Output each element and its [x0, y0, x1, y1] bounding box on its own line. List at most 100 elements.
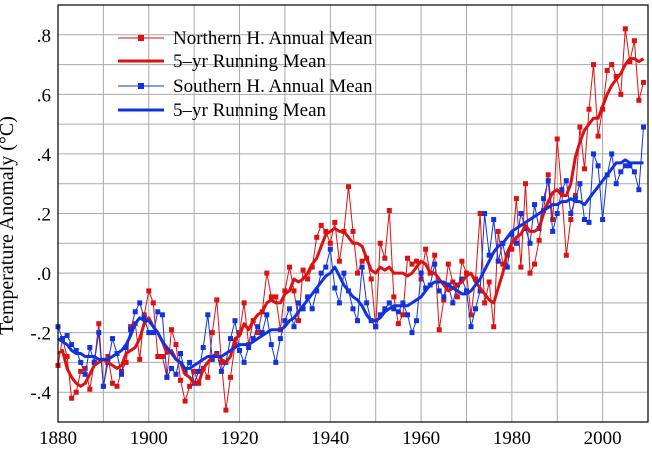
data-point: [178, 377, 183, 383]
data-point: [228, 336, 233, 342]
data-point: [305, 294, 311, 300]
data-point: [618, 91, 624, 97]
data-point: [464, 288, 469, 294]
y-tick-label: -.2: [30, 324, 51, 345]
data-point: [237, 348, 242, 353]
x-tick-label: 1900: [130, 428, 168, 445]
data-point: [568, 211, 574, 216]
data-point: [468, 324, 474, 330]
data-point: [550, 217, 556, 222]
data-point: [182, 398, 188, 404]
data-point: [509, 246, 515, 252]
data-point: [405, 312, 410, 318]
data-point: [582, 217, 587, 222]
data-point: [82, 365, 88, 371]
data-point: [464, 270, 469, 276]
legend-marker: [138, 35, 144, 41]
data-point: [282, 288, 288, 294]
data-point: [495, 228, 501, 234]
data-point: [300, 306, 306, 312]
data-point: [482, 300, 488, 306]
data-point: [218, 359, 224, 365]
data-point: [563, 178, 569, 184]
data-point: [441, 297, 447, 303]
data-point: [604, 68, 610, 73]
data-point: [391, 294, 397, 300]
data-point: [173, 371, 179, 377]
data-point: [568, 217, 574, 222]
data-point: [141, 312, 147, 318]
data-point: [169, 327, 174, 333]
data-point: [123, 345, 129, 350]
data-point: [141, 315, 147, 321]
data-point: [318, 222, 324, 228]
data-point: [536, 237, 542, 243]
legend-marker: [138, 83, 144, 89]
data-point: [563, 252, 569, 258]
data-point: [609, 62, 615, 68]
data-point: [613, 74, 619, 79]
data-point: [595, 163, 601, 169]
data-point: [423, 285, 429, 291]
data-point: [577, 181, 583, 187]
data-point: [436, 288, 442, 294]
data-point: [87, 386, 93, 392]
data-point: [377, 312, 383, 318]
data-point: [332, 285, 338, 291]
data-point: [200, 345, 206, 350]
data-point: [264, 270, 270, 276]
data-point: [618, 169, 624, 175]
data-point: [450, 300, 456, 306]
data-point: [441, 294, 447, 300]
data-point: [400, 300, 406, 306]
data-point: [282, 318, 288, 324]
x-tick-label: 1980: [493, 428, 531, 445]
data-point: [518, 211, 524, 216]
data-point: [613, 181, 619, 187]
data-point: [273, 294, 279, 300]
data-point: [123, 359, 129, 365]
data-point: [64, 333, 70, 339]
data-point: [287, 264, 292, 270]
data-point: [405, 255, 410, 261]
data-point: [359, 258, 365, 264]
data-point: [150, 300, 156, 306]
data-point: [459, 276, 465, 282]
data-point: [477, 288, 483, 294]
data-point: [110, 336, 115, 342]
data-point: [78, 368, 84, 374]
data-point: [418, 276, 424, 282]
data-point: [468, 312, 474, 318]
x-tick-label: 1880: [39, 428, 77, 445]
data-point: [341, 270, 347, 276]
data-point: [132, 309, 138, 315]
y-tick-label: .0: [37, 264, 51, 285]
x-tick-label: 1940: [311, 428, 349, 445]
data-point: [268, 294, 274, 300]
data-point: [96, 321, 102, 327]
plot-frame: [57, 4, 649, 423]
data-point: [246, 345, 252, 350]
data-point: [636, 97, 642, 103]
data-point: [241, 359, 247, 365]
legend-label: 5–yr Running Mean: [173, 100, 327, 121]
data-point: [296, 318, 301, 324]
legend-label: Southern H. Annual Mean: [173, 76, 373, 97]
data-point: [513, 196, 519, 202]
data-point: [60, 336, 65, 342]
data-point: [128, 324, 134, 330]
data-point: [119, 371, 124, 377]
data-point: [273, 359, 279, 365]
data-point: [450, 279, 456, 285]
data-point: [373, 324, 379, 330]
data-point: [559, 190, 565, 196]
data-point: [527, 240, 533, 246]
data-point: [523, 181, 528, 187]
data-point: [346, 184, 351, 190]
data-point: [228, 374, 233, 380]
data-point: [423, 246, 429, 252]
data-point: [491, 324, 497, 330]
running-mean-line: [57, 158, 644, 370]
